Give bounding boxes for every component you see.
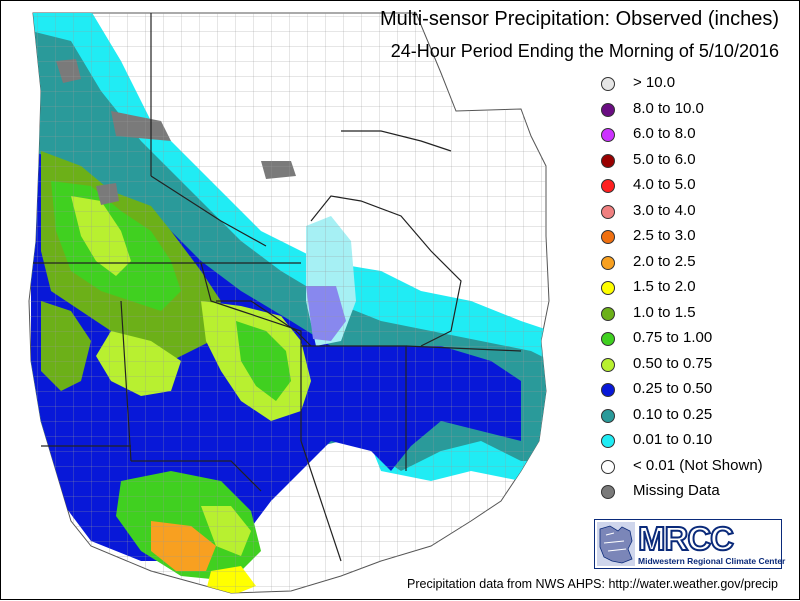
legend-swatch: [601, 255, 615, 270]
legend-label: 5.0 to 6.0: [633, 150, 696, 168]
legend-label: > 10.0: [633, 74, 676, 91]
legend-label: 0.50 to 0.75: [633, 354, 713, 372]
logo-subtitle: Midwestern Regional Climate Center: [638, 556, 786, 566]
legend-swatch: [601, 357, 615, 372]
state-boundaries: [33, 13, 522, 562]
legend-swatch: [601, 306, 615, 321]
legend-swatch: [601, 153, 615, 168]
legend-swatch: [601, 179, 615, 193]
legend-label: 3.0 to 4.0: [633, 201, 696, 219]
mrcc-logo: MRCC Midwestern Regional Climate Center: [594, 519, 786, 569]
legend-swatch: [601, 332, 615, 346]
legend-label: 8.0 to 10.0: [633, 99, 704, 117]
legend-label: 0.75 to 1.00: [633, 329, 713, 346]
logo-text: MRCC: [637, 519, 735, 558]
legend-swatch: [601, 128, 615, 142]
legend-label: 2.0 to 2.5: [633, 252, 696, 270]
legend-swatch: [601, 383, 615, 397]
legend-label: 2.5 to 3.0: [633, 227, 696, 244]
legend-label: 1.5 to 2.0: [633, 278, 696, 295]
legend-label: Missing Data: [633, 482, 720, 499]
legend-swatch: [601, 77, 615, 91]
legend-label: 0.25 to 0.50: [633, 380, 713, 397]
legend-label: 0.01 to 0.10: [633, 431, 713, 448]
legend-label: < 0.01 (Not Shown): [633, 456, 763, 474]
legend-swatch: [601, 485, 615, 499]
legend-swatch: [601, 281, 615, 295]
legend-swatch: [601, 434, 615, 448]
logo-graphic: [594, 519, 782, 569]
legend-swatch: [601, 102, 615, 117]
legend-label: 4.0 to 5.0: [633, 176, 696, 193]
data-source-footer: Precipitation data from NWS AHPS: http:/…: [407, 577, 779, 591]
legend-swatch: [601, 459, 615, 474]
legend-label: 1.0 to 1.5: [633, 303, 696, 321]
legend-label: 6.0 to 8.0: [633, 125, 696, 142]
map-title: Multi-sensor Precipitation: Observed (in…: [379, 8, 779, 30]
legend-swatch: [601, 230, 615, 244]
map-subtitle: 24-Hour Period Ending the Morning of 5/1…: [390, 41, 779, 61]
legend-swatch: [601, 204, 615, 219]
legend-swatch: [601, 408, 615, 423]
legend-label: 0.10 to 0.25: [633, 405, 713, 423]
